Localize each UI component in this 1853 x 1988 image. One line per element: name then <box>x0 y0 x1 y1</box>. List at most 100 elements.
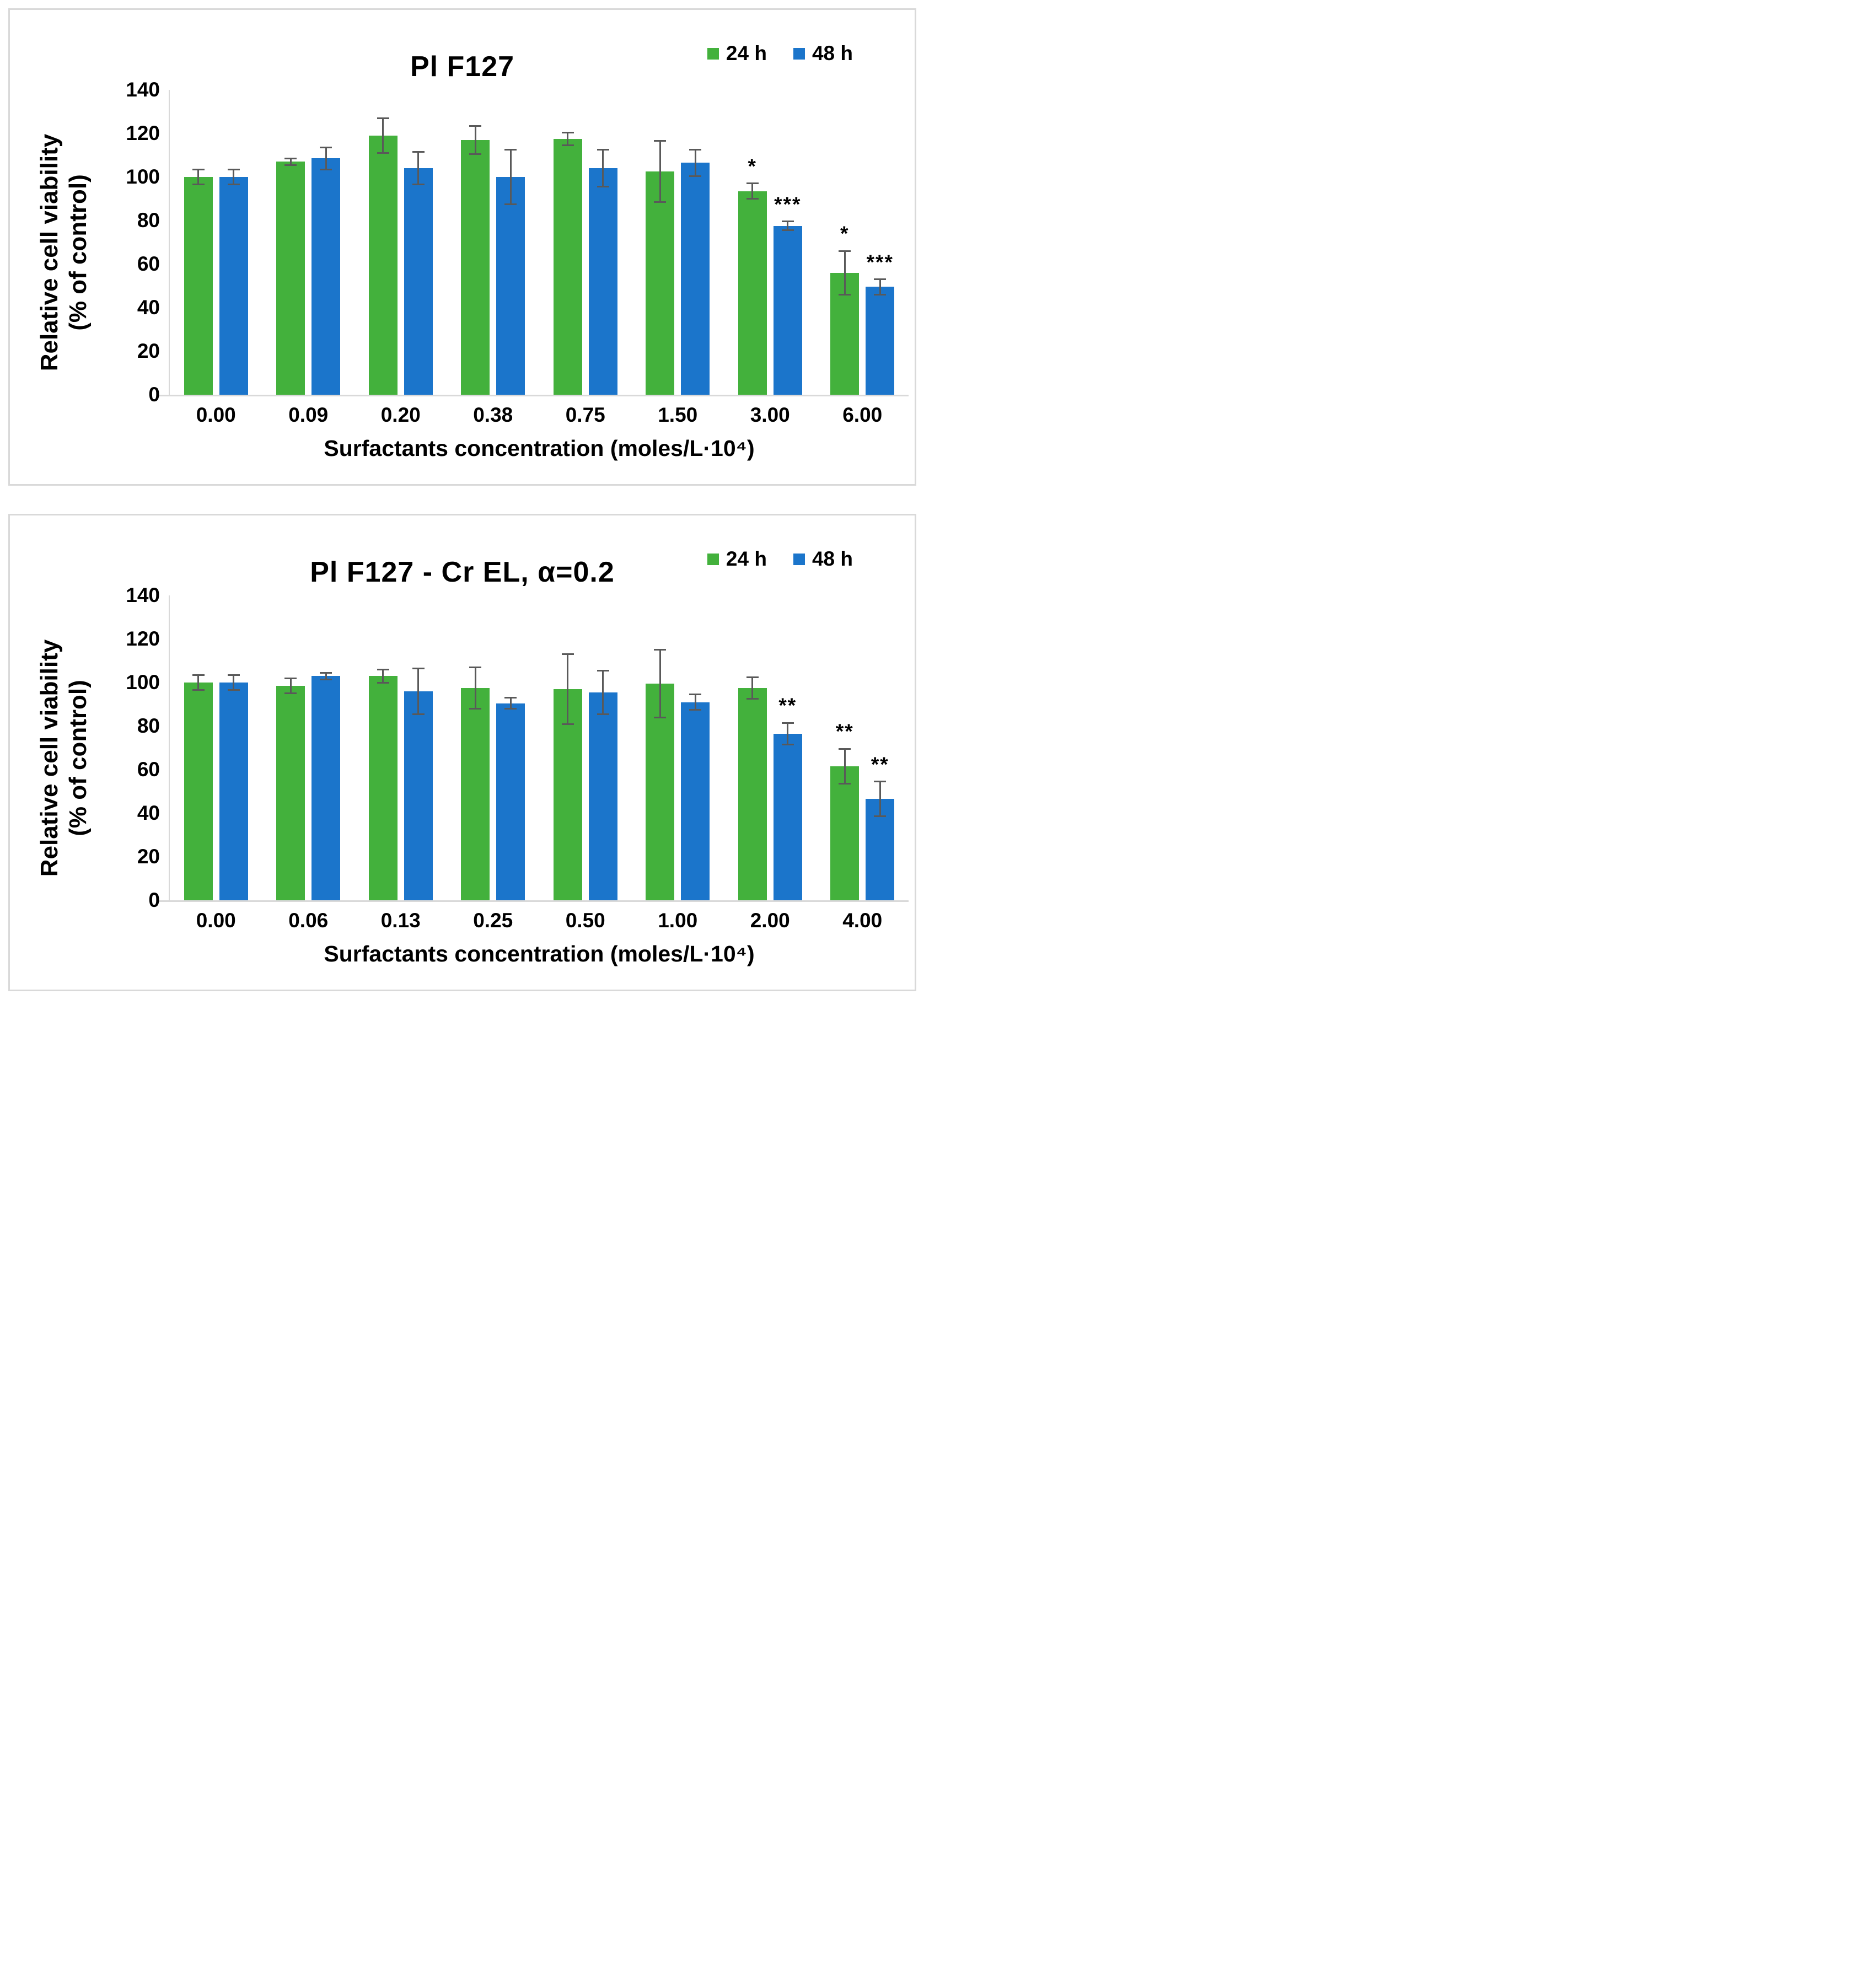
error-bar-line <box>233 169 235 185</box>
error-bar-cap-bottom <box>839 293 851 295</box>
legend-label-48h: 48 h <box>812 547 853 570</box>
bar-48h <box>681 702 710 900</box>
error-bar-cap-top <box>746 182 759 185</box>
x-axis-title: Surfactants concentration (moles/L·10⁴) <box>324 941 755 966</box>
error-bar-cap-bottom <box>227 184 240 186</box>
error-bar-cap-bottom <box>192 689 205 691</box>
legend-item-24h: 24 h <box>707 42 767 65</box>
error-bar-line <box>751 677 754 699</box>
error-bar-cap-top <box>561 131 574 133</box>
error-bar-line <box>417 152 420 185</box>
x-axis-line <box>157 395 909 396</box>
error-bar-cap-bottom <box>654 201 667 203</box>
x-tick-label: 2.00 <box>750 909 790 932</box>
error-bar-cap-bottom <box>561 144 574 147</box>
error-bar-cap-bottom <box>597 713 609 715</box>
bar-48h <box>404 168 433 395</box>
x-tick-label: 0.20 <box>380 404 421 426</box>
y-axis-line <box>169 595 170 901</box>
bar-48h <box>681 163 710 395</box>
legend-swatch-24h-icon <box>707 553 719 565</box>
legend-label-24h: 24 h <box>726 42 767 65</box>
chart-title: Pl F127 - Cr EL, α=0.2 <box>310 556 615 589</box>
y-tick-label: 20 <box>137 845 160 868</box>
bar-48h <box>404 691 433 900</box>
error-bar-cap-bottom <box>874 293 887 295</box>
bar-24h <box>646 171 675 395</box>
bar-24h <box>830 766 860 900</box>
error-bar-line <box>602 149 604 187</box>
y-tick-label: 40 <box>137 802 160 824</box>
error-bar-cap-bottom <box>192 184 205 186</box>
error-bar-line <box>509 149 512 205</box>
chart-panel-top: Pl F127 24 h 48 h Relative cell viabilit… <box>8 8 916 486</box>
error-bar-line <box>474 667 476 709</box>
error-bar-cap-top <box>689 149 702 151</box>
error-bar-cap-top <box>689 694 702 696</box>
error-bar-cap-bottom <box>874 815 887 818</box>
bar-48h <box>496 177 525 395</box>
error-bar-cap-top <box>320 147 332 149</box>
y-tick-label: 140 <box>126 584 160 606</box>
y-tick-label: 120 <box>126 627 160 650</box>
error-bar-cap-top <box>469 666 482 668</box>
bar-48h <box>219 177 248 395</box>
error-bar-cap-top <box>320 671 332 674</box>
legend-swatch-24h-icon <box>707 47 719 60</box>
legend-item-48h: 48 h <box>793 42 853 65</box>
error-bar-cap-bottom <box>320 168 332 170</box>
error-bar-cap-top <box>504 697 517 699</box>
error-bar-line <box>787 221 789 230</box>
x-tick-label: 0.75 <box>565 404 605 426</box>
error-bar-cap-bottom <box>377 681 389 684</box>
error-bar-line <box>659 141 661 202</box>
error-bar-cap-top <box>654 649 667 651</box>
x-axis-line <box>157 900 909 902</box>
error-bar-line <box>659 649 661 718</box>
y-tick-label: 100 <box>126 165 160 188</box>
error-bar-line <box>382 669 384 683</box>
error-bar-line <box>197 675 200 690</box>
error-bar-cap-bottom <box>284 692 297 695</box>
error-bar-cap-bottom <box>689 175 702 177</box>
error-bar-cap-top <box>284 677 297 679</box>
bar-24h <box>461 687 490 900</box>
error-bar-line <box>694 694 696 710</box>
legend: 24 h 48 h <box>707 547 853 571</box>
bar-48h <box>773 733 802 900</box>
bar-24h <box>276 685 305 900</box>
x-tick-label: 0.06 <box>288 909 329 932</box>
y-axis-line <box>169 90 170 396</box>
y-tick-label: 40 <box>137 296 160 319</box>
error-bar-cap-top <box>839 250 851 252</box>
significance-annotation: ** <box>871 753 889 776</box>
error-bar-cap-top <box>227 674 240 676</box>
error-bar-line <box>567 654 569 724</box>
x-tick-label: 0.00 <box>196 404 236 426</box>
error-bar-cap-top <box>781 722 794 724</box>
bar-24h <box>276 162 305 395</box>
error-bar-cap-bottom <box>781 744 794 746</box>
bar-24h <box>461 139 490 395</box>
error-bar-cap-bottom <box>504 707 517 710</box>
error-bar-cap-bottom <box>377 152 389 154</box>
error-bar-cap-top <box>192 674 205 676</box>
error-bar-cap-bottom <box>320 678 332 680</box>
y-axis-title-line2: (% of control) <box>65 174 92 331</box>
error-bar-cap-bottom <box>412 713 425 715</box>
y-tick-label: 0 <box>148 889 160 911</box>
significance-annotation: ** <box>778 694 797 717</box>
y-axis-title-line2: (% of control) <box>65 680 92 836</box>
y-axis-title: Relative cell viability (% of control) <box>35 640 93 877</box>
error-bar-cap-top <box>654 140 667 142</box>
error-bar-line <box>879 781 881 816</box>
error-bar-cap-top <box>746 676 759 678</box>
bar-24h <box>738 191 767 395</box>
error-bar-cap-top <box>284 157 297 159</box>
error-bar-cap-bottom <box>469 707 482 710</box>
bar-48h <box>311 158 341 395</box>
error-bar-line <box>325 147 327 170</box>
y-axis-title-line1: Relative cell viability <box>36 639 63 877</box>
legend-swatch-48h-icon <box>793 47 805 60</box>
error-bar-cap-bottom <box>839 783 851 785</box>
